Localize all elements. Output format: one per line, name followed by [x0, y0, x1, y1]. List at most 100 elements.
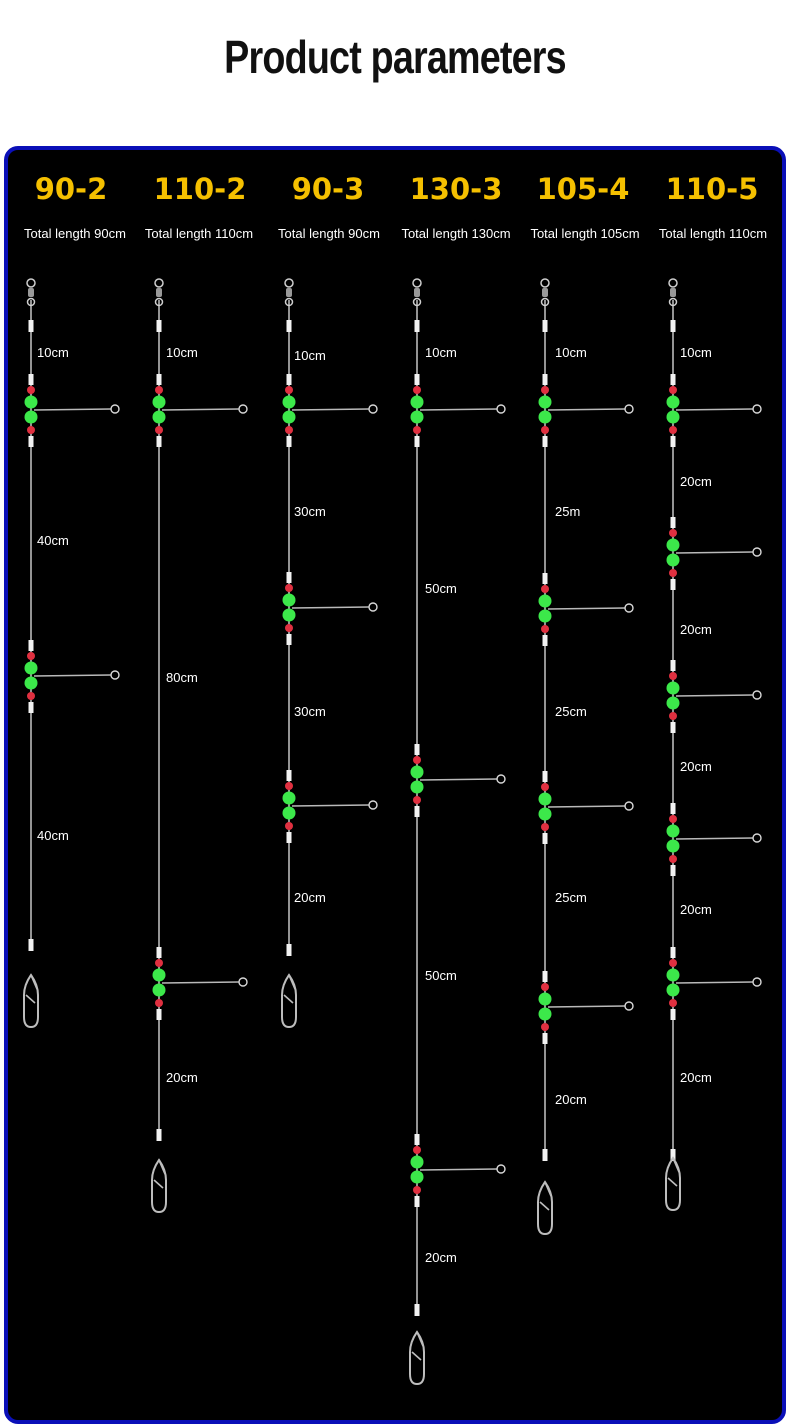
branch-loop-icon	[496, 404, 506, 414]
swivel-ring-icon	[154, 278, 164, 288]
red-bead	[27, 652, 35, 660]
red-bead	[285, 822, 293, 830]
snap-hook-icon	[283, 974, 296, 1004]
red-bead	[669, 569, 677, 577]
red-bead	[669, 959, 677, 967]
green-bead	[666, 839, 680, 853]
red-bead	[27, 386, 35, 394]
segment-length-label: 20cm	[425, 1250, 457, 1265]
rig-code: 110-2	[154, 172, 247, 206]
green-bead	[24, 661, 38, 675]
stopper-sleeve	[156, 320, 162, 332]
swivel-body-icon	[286, 288, 292, 297]
stopper-sleeve	[28, 939, 34, 951]
red-bead	[413, 796, 421, 804]
branch-line	[675, 837, 754, 840]
snap-clip-icon	[665, 1156, 681, 1212]
snap-hook-icon	[539, 1181, 552, 1211]
branch-loop-icon	[752, 547, 762, 557]
stopper-sleeve	[670, 517, 676, 528]
stopper-sleeve	[542, 971, 548, 982]
stopper-sleeve	[670, 660, 676, 671]
green-bead	[152, 410, 166, 424]
segment-length-label: 10cm	[37, 345, 69, 360]
rig-total-length: Total length 110cm	[659, 226, 767, 241]
green-bead	[282, 395, 296, 409]
stopper-sleeve	[286, 770, 292, 781]
green-bead	[24, 676, 38, 690]
red-bead	[413, 1146, 421, 1154]
stopper-sleeve	[414, 1196, 420, 1207]
branch-loop-icon	[624, 404, 634, 414]
branch-loop-icon	[624, 1001, 634, 1011]
branch-loop-icon	[368, 404, 378, 414]
red-bead	[413, 1186, 421, 1194]
red-bead	[155, 386, 163, 394]
stopper-sleeve	[28, 702, 34, 713]
segment-length-label: 30cm	[294, 504, 326, 519]
green-bead	[666, 553, 680, 567]
snap-hook-icon	[25, 974, 38, 1004]
stopper-sleeve	[542, 436, 548, 447]
red-bead	[285, 386, 293, 394]
swivel-ring-icon	[26, 297, 36, 307]
stopper-sleeve	[28, 436, 34, 447]
stopper-sleeve	[28, 374, 34, 385]
segment-length-label: 25cm	[555, 704, 587, 719]
green-bead	[666, 824, 680, 838]
red-bead	[285, 584, 293, 592]
red-bead	[541, 585, 549, 593]
stopper-sleeve	[542, 1033, 548, 1044]
stopper-sleeve	[542, 833, 548, 844]
stopper-sleeve	[670, 579, 676, 590]
stopper-sleeve	[286, 436, 292, 447]
branch-line	[547, 607, 626, 610]
branch-loop-icon	[496, 1164, 506, 1174]
branch-loop-icon	[368, 602, 378, 612]
stopper-sleeve	[670, 374, 676, 385]
green-bead	[666, 410, 680, 424]
green-bead	[410, 410, 424, 424]
stopper-sleeve	[156, 1129, 162, 1141]
stopper-sleeve	[414, 806, 420, 817]
segment-length-label: 20cm	[680, 622, 712, 637]
stopper-sleeve	[670, 722, 676, 733]
red-bead	[541, 625, 549, 633]
branch-loop-icon	[624, 801, 634, 811]
branch-line	[547, 408, 626, 411]
stopper-sleeve	[156, 1009, 162, 1020]
stopper-sleeve	[286, 634, 292, 645]
red-bead	[669, 855, 677, 863]
swivel-ring-icon	[284, 278, 294, 288]
green-bead	[538, 594, 552, 608]
stopper-sleeve	[670, 1009, 676, 1020]
stopper-sleeve	[670, 1149, 676, 1161]
branch-loop-icon	[752, 690, 762, 700]
rig-total-length: Total length 105cm	[530, 226, 639, 241]
green-bead	[410, 1155, 424, 1169]
red-bead	[541, 1023, 549, 1031]
segment-length-label: 10cm	[425, 345, 457, 360]
red-bead	[541, 426, 549, 434]
stopper-sleeve	[542, 374, 548, 385]
stopper-sleeve	[286, 944, 292, 956]
branch-line	[291, 606, 370, 609]
stopper-sleeve	[542, 320, 548, 332]
swivel-ring-icon	[26, 278, 36, 288]
stopper-sleeve	[156, 947, 162, 958]
segment-length-label: 20cm	[680, 902, 712, 917]
swivel-ring-icon	[154, 297, 164, 307]
stopper-sleeve	[286, 832, 292, 843]
segment-length-label: 10cm	[294, 348, 326, 363]
stopper-sleeve	[670, 803, 676, 814]
green-bead	[410, 780, 424, 794]
red-bead	[285, 624, 293, 632]
branch-line	[419, 778, 498, 781]
red-bead	[155, 999, 163, 1007]
branch-loop-icon	[368, 800, 378, 810]
stopper-sleeve	[286, 572, 292, 583]
stopper-sleeve	[542, 573, 548, 584]
branch-line	[675, 408, 754, 411]
branch-line	[547, 1005, 626, 1008]
stopper-sleeve	[542, 635, 548, 646]
